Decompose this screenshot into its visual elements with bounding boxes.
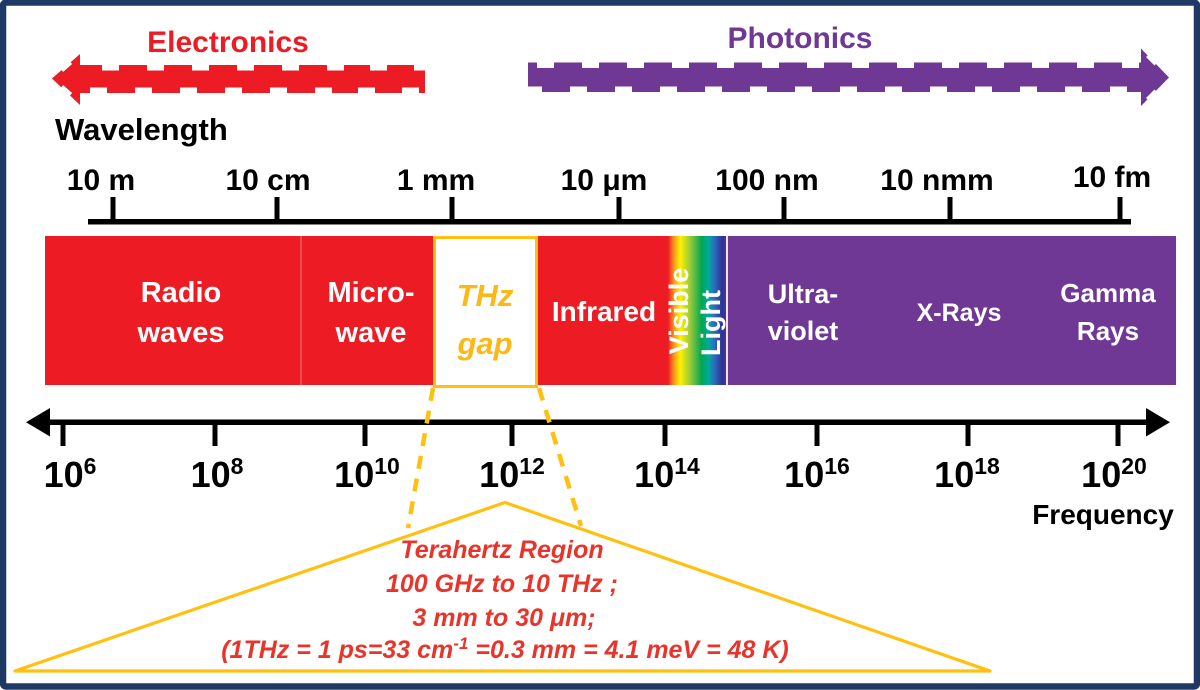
svg-text:1010: 1010 (334, 453, 400, 495)
svg-text:10 μm: 10 μm (561, 164, 648, 197)
svg-text:THz: THz (457, 278, 514, 313)
svg-text:108: 108 (191, 453, 244, 495)
svg-text:1014: 1014 (634, 453, 700, 495)
svg-text:Ultra-: Ultra- (768, 279, 839, 309)
svg-text:(1THz = 1 ps=33 cm-1 =0.3 mm =: (1THz = 1 ps=33 cm-1 =0.3 mm = 4.1 meV =… (221, 634, 789, 664)
svg-text:1016: 1016 (784, 453, 850, 495)
svg-text:1 mm: 1 mm (397, 164, 475, 197)
svg-text:waves: waves (136, 317, 224, 349)
svg-text:Frequency: Frequency (1032, 499, 1174, 530)
svg-text:10 fm: 10 fm (1073, 161, 1151, 194)
svg-text:Infrared: Infrared (552, 296, 656, 327)
svg-text:1012: 1012 (479, 453, 545, 495)
svg-text:106: 106 (44, 453, 97, 495)
svg-text:Micro-: Micro- (328, 277, 415, 309)
svg-text:1020: 1020 (1081, 453, 1147, 495)
svg-text:3 mm to 30 μm;: 3 mm to 30 μm; (412, 604, 595, 632)
svg-text:Wavelength: Wavelength (55, 112, 228, 147)
svg-text:10 cm: 10 cm (225, 164, 310, 197)
svg-text:Light: Light (696, 290, 726, 356)
svg-text:100 GHz to 10 THz ;: 100 GHz to 10 THz ; (386, 570, 618, 598)
svg-text:gap: gap (456, 326, 512, 361)
svg-text:Gamma: Gamma (1060, 278, 1156, 308)
svg-text:Visible: Visible (664, 268, 694, 355)
svg-text:Radio: Radio (141, 277, 222, 309)
svg-text:10 m: 10 m (67, 164, 135, 197)
svg-text:wave: wave (335, 317, 407, 349)
svg-text:100 nm: 100 nm (715, 164, 818, 197)
svg-text:10 nmm: 10 nmm (880, 164, 993, 197)
svg-text:Photonics: Photonics (727, 22, 872, 55)
svg-text:violet: violet (768, 316, 839, 346)
svg-text:Terahertz Region: Terahertz Region (400, 536, 603, 564)
svg-text:X-Rays: X-Rays (917, 299, 1002, 327)
svg-text:Electronics: Electronics (147, 26, 309, 59)
svg-text:Rays: Rays (1077, 316, 1139, 346)
svg-text:1018: 1018 (934, 453, 1000, 495)
